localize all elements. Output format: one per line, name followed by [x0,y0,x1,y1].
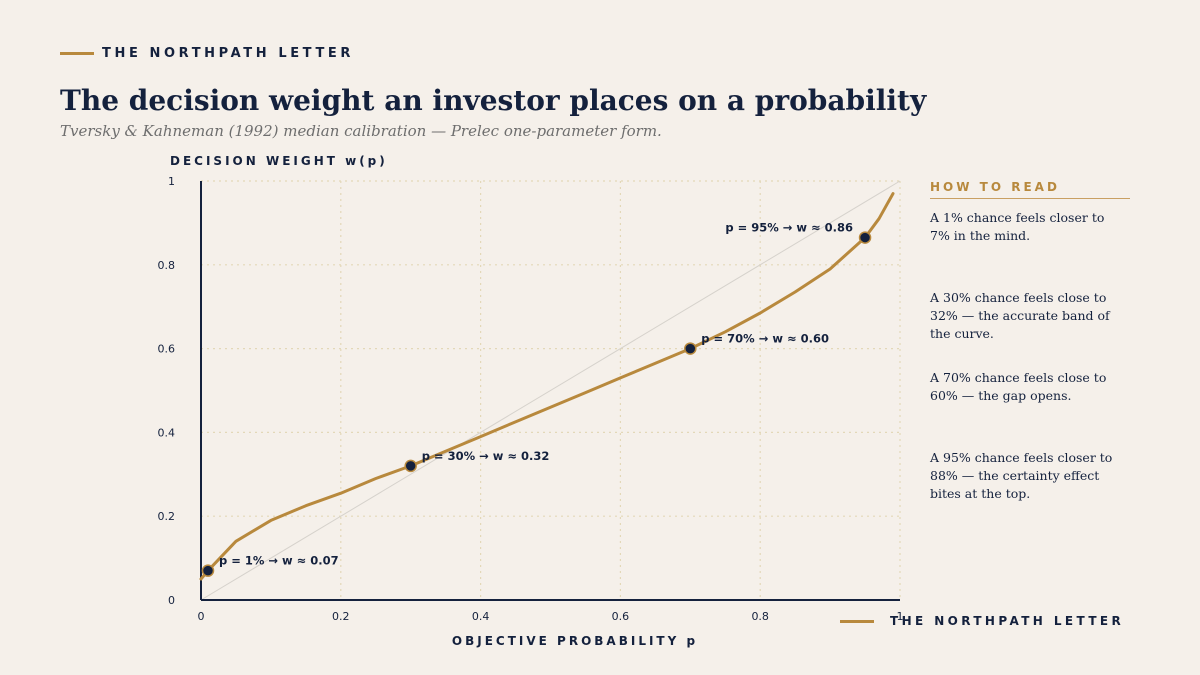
y-axis-label: DECISION WEIGHT w(p) [170,154,388,168]
masthead: THE NORTHPATH LETTER [60,46,354,61]
identity-diagonal [200,180,901,601]
x-tick-label: 0.2 [332,610,350,623]
highlight-point-marker [858,231,872,244]
highlight-point-label: p = 95% → w ≈ 0.86 [725,221,853,235]
highlight-point-label: p = 70% → w ≈ 0.60 [701,332,829,346]
footer-brand: THE NORTHPATH LETTER [890,614,1125,628]
y-tick-label: 0.4 [158,426,176,439]
highlight-point-marker [684,342,697,355]
highlight-points: p = 1% → w ≈ 0.07 p = 30% → w ≈ 0.32 p = 7… [201,221,872,577]
highlight-point-marker [201,564,215,577]
x-tick-label: 0.4 [472,610,490,623]
y-tick-label: 0 [168,594,175,607]
y-tick-label: 0.2 [158,510,176,523]
axis-ticks: 0 0.2 0.4 0.6 0.8 1 0 0.2 0.4 0.6 0.8 1 [158,175,904,623]
highlight-point-label: p = 1% → w ≈ 0.07 [219,554,339,568]
masthead-rule [60,52,94,55]
x-tick-label: 0.6 [612,610,630,623]
y-tick-label: 1 [168,175,175,188]
note-30pct: A 30% chance feels close to 32% — the ac… [930,290,1110,341]
note-1pct: A 1% chance feels closer to 7% in the mi… [930,210,1105,243]
masthead-brand: THE NORTHPATH LETTER [102,46,355,61]
x-axis-label: OBJECTIVE PROBABILITY p [452,634,698,648]
page-title: The decision weight an investor places o… [60,84,927,117]
page-subtitle: Tversky & Kahneman (1992) median calibra… [60,122,662,140]
how-to-read-panel: HOW TO READ [930,180,1130,199]
highlight-point-marker [404,459,417,473]
footer-rule [840,619,874,623]
note-70pct: A 70% chance feels close to 60% — the ga… [930,370,1107,403]
x-tick-label: 0.8 [751,610,769,623]
chart-grid [201,180,901,600]
note-95pct: A 95% chance feels closer to 88% — the c… [930,450,1113,501]
y-tick-label: 0.6 [158,343,176,356]
highlight-point-label: p = 30% → w ≈ 0.32 [422,449,550,463]
x-tick-label: 1 [897,610,904,623]
y-tick-label: 0.8 [158,259,176,272]
weighting-curve [199,192,895,581]
footer-brand-block: THE NORTHPATH LETTER [840,614,1124,628]
x-tick-label: 0 [198,610,205,623]
how-to-read-heading: HOW TO READ [930,180,1130,199]
